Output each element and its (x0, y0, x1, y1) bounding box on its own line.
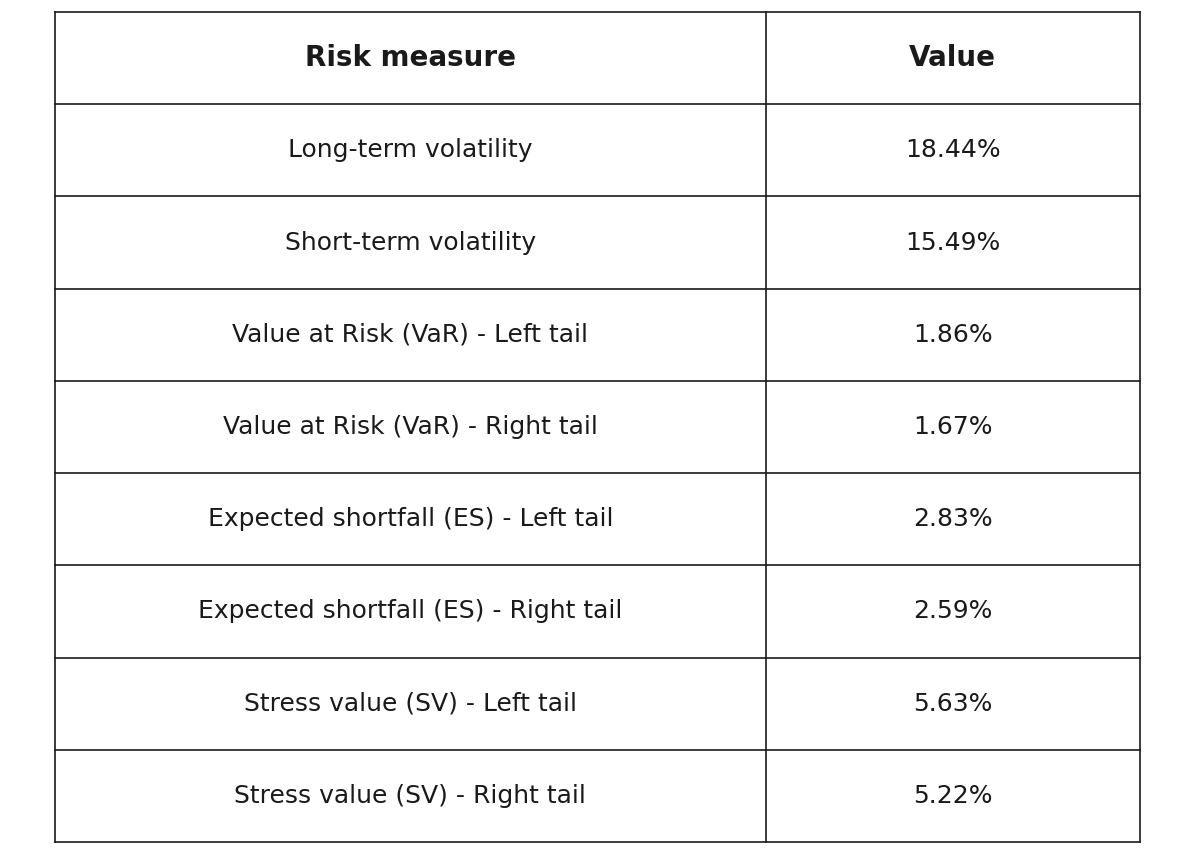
Text: Value at Risk (VaR) - Right tail: Value at Risk (VaR) - Right tail (222, 415, 598, 439)
Text: Long-term volatility: Long-term volatility (288, 138, 532, 162)
Text: 15.49%: 15.49% (905, 230, 1001, 255)
Text: 1.86%: 1.86% (913, 323, 993, 347)
Text: 5.63%: 5.63% (914, 691, 993, 715)
Text: Stress value (SV) - Left tail: Stress value (SV) - Left tail (244, 691, 576, 715)
Text: Expected shortfall (ES) - Left tail: Expected shortfall (ES) - Left tail (208, 507, 614, 532)
Text: 5.22%: 5.22% (913, 784, 993, 808)
Text: Expected shortfall (ES) - Right tail: Expected shortfall (ES) - Right tail (199, 600, 623, 623)
Text: Risk measure: Risk measure (305, 44, 515, 72)
Text: 1.67%: 1.67% (913, 415, 993, 439)
Text: Stress value (SV) - Right tail: Stress value (SV) - Right tail (234, 784, 586, 808)
Text: Value at Risk (VaR) - Left tail: Value at Risk (VaR) - Left tail (232, 323, 588, 347)
Text: 2.83%: 2.83% (913, 507, 993, 532)
Text: 2.59%: 2.59% (914, 600, 993, 623)
Text: Value: Value (909, 44, 996, 72)
Text: 18.44%: 18.44% (905, 138, 1001, 162)
Text: Short-term volatility: Short-term volatility (285, 230, 536, 255)
